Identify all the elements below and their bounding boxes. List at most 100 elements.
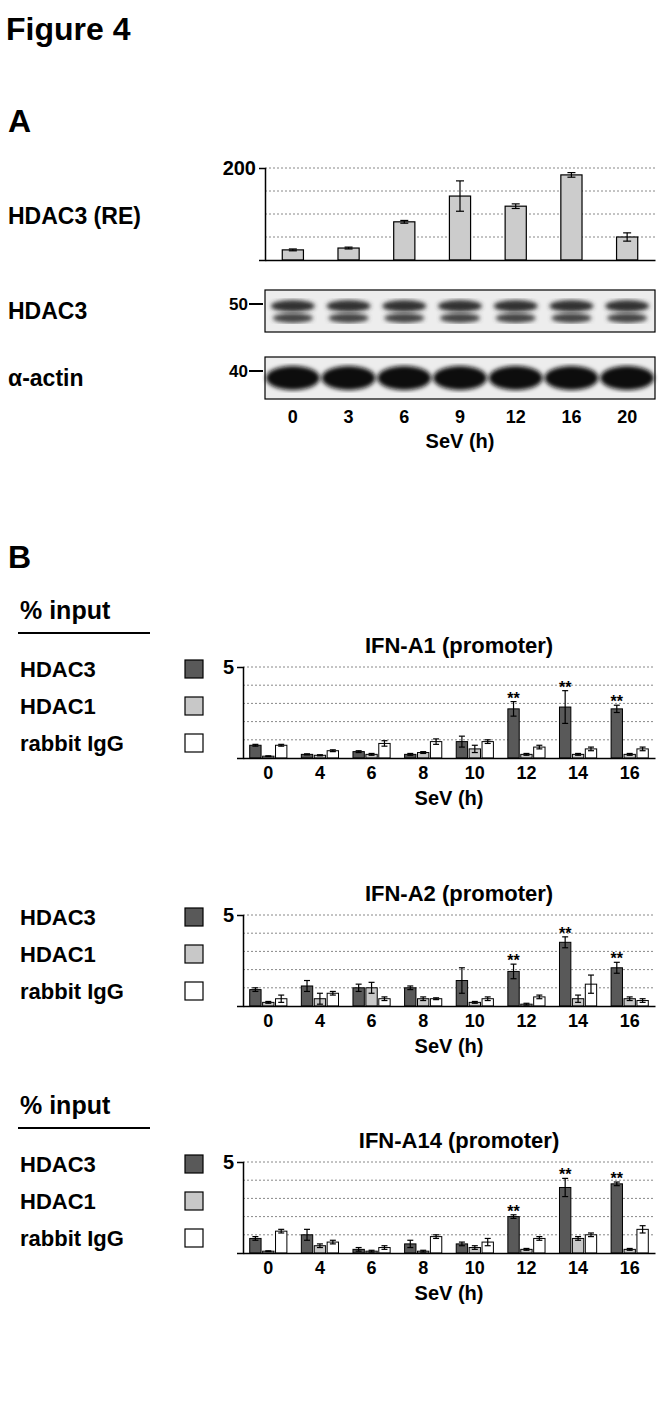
size-marker-label: 50 [229,295,248,314]
error-bar-stem [590,975,591,993]
size-marker-label: 40 [229,362,248,381]
panel-label: B [8,539,31,575]
error-bar-cap [623,232,631,233]
bars [250,1178,649,1253]
error-bar [330,1240,336,1244]
x-axis-tick-label: 6 [367,763,377,783]
x-axis-tick: 14 [568,758,588,783]
error-bar [523,1003,529,1005]
x-axis-title: SeV (h) [415,1282,484,1304]
legend-swatch [185,1229,203,1247]
error-bar-cap [304,1240,310,1241]
error-bar [536,1237,542,1241]
error-bar-cap [304,754,310,755]
error-bar [304,754,310,755]
error-bar-cap [289,250,297,251]
x-axis-tick-label: 4 [315,1258,325,1278]
error-bar-cap [575,753,581,754]
error-bar [381,1246,387,1250]
legend-title-rule [18,632,150,634]
error-bar-cap [317,1243,323,1244]
bar [624,754,635,758]
x-axis-tick: 6 [367,758,377,783]
minor-grid-line [243,739,655,740]
error-bar [407,986,413,990]
error-bar-cap [304,1229,310,1230]
error-bar-cap [265,1250,271,1251]
error-bar-stem [487,1238,488,1245]
blot-band [605,300,649,312]
error-bar-cap [459,1245,465,1246]
error-bar-cap [588,746,594,747]
blot-band [544,366,598,390]
error-bar-cap [265,1001,271,1002]
significance-label: ** [559,1166,572,1183]
error-bar-cap [640,750,646,751]
error-bar [278,1229,284,1233]
error-bar-cap [485,743,491,744]
error-bar [317,755,323,756]
blot-band [433,366,487,390]
error-bar-stem [306,1229,307,1240]
grid-line [243,915,655,916]
error-bar-stem [461,968,462,993]
blot-band [549,300,593,312]
error-bar-cap [381,1249,387,1250]
error-bar-cap [433,738,439,739]
blot-band [600,366,654,390]
error-bar [472,745,478,752]
y-axis-tick-label: 200 [223,157,256,179]
grid-line [243,667,655,668]
error-bar-cap [278,744,284,745]
bar [327,993,338,1006]
error-bar-cap [433,744,439,745]
blot: α-actin40 [8,357,655,399]
x-axis-tick-label: 8 [418,763,428,783]
panel-label: A [8,103,31,139]
error-bar-cap [456,180,464,181]
x-axis-tick-label: 16 [620,1011,640,1031]
legend-label: HDAC3 [20,905,96,930]
bar [430,1237,441,1253]
error-bar-cap [369,1250,375,1251]
chart-a: 200HDAC3 (RE)0369121620SeV (h) [8,157,656,452]
y-axis-tick-mark [237,915,243,916]
error-bar [536,995,542,999]
error-bar-cap [627,753,633,754]
error-bar-cap [433,1238,439,1239]
y-axis-title: % input [20,596,111,624]
bar [353,752,364,758]
error-bar [420,997,426,1001]
x-axis-tick-label: 14 [568,1258,588,1278]
error-bar [407,1240,413,1247]
y-axis-tick-mark [259,168,265,169]
error-bar-cap [536,994,542,995]
x-axis-tick: 0 [263,1253,273,1278]
error-bar-cap [317,755,323,756]
bar [611,709,622,758]
x-axis-tick: 12 [516,1006,536,1031]
error-bar [407,753,413,755]
error-bar-cap [562,1196,568,1197]
error-bar-cap [356,750,362,751]
error-bar-cap [614,973,620,974]
error-bar-cap [575,1240,581,1241]
error-bar-cap [381,996,387,997]
x-axis-tick-label: 12 [516,1258,536,1278]
error-bar [265,1001,271,1003]
x-axis-tick: 12 [506,404,526,427]
minor-grid-line [243,1216,655,1217]
error-bar-cap [317,1004,323,1005]
blot-band [377,366,431,390]
error-bar [252,988,258,992]
bar [276,745,287,758]
x-axis-tick-label: 10 [465,763,485,783]
blot-band [327,300,371,312]
y-axis-axis-line [237,668,244,759]
legend-swatch [185,908,203,926]
error-bar [304,1229,310,1240]
error-bar-cap [278,746,284,747]
x-axis-tick-label: 16 [620,1258,640,1278]
y-axis-tick-mark [237,1162,243,1163]
y-axis-tick: 5 [223,656,243,678]
